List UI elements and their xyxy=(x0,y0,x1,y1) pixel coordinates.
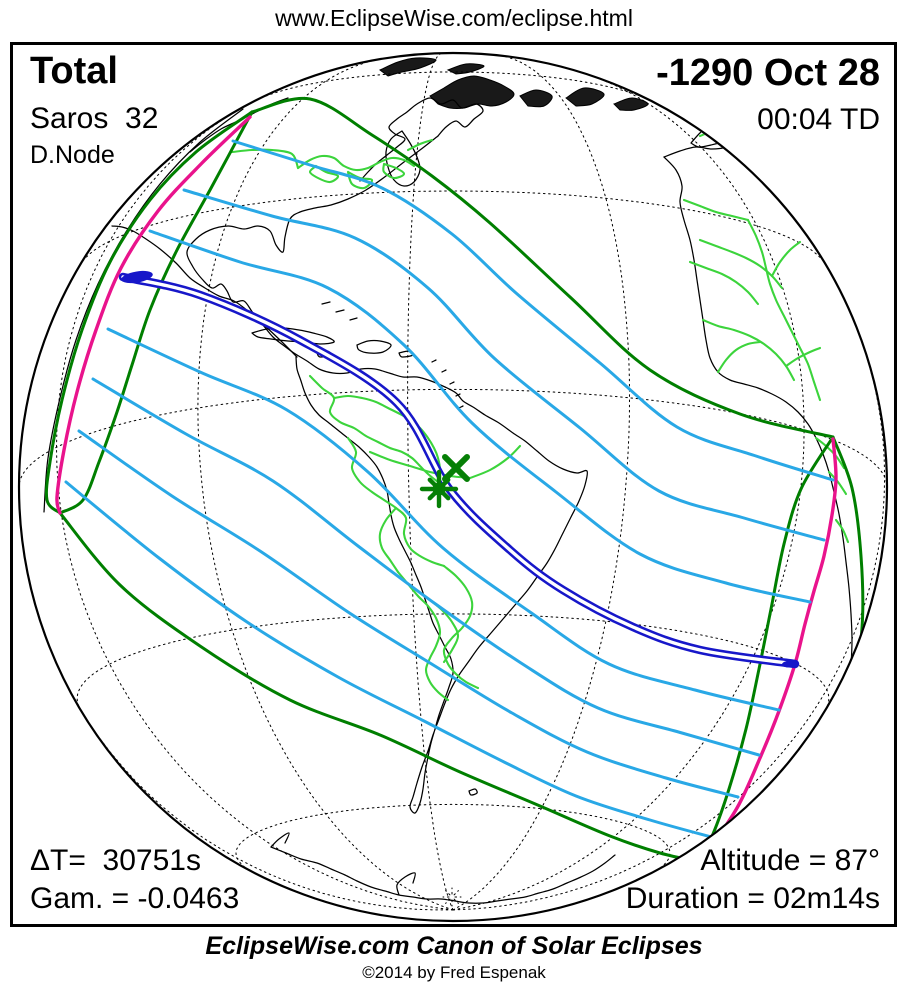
gamma-label: Gam. = -0.0463 xyxy=(30,882,240,915)
duration-label: Duration = 02m14s xyxy=(625,882,880,915)
eclipse-type-label: Total xyxy=(30,50,118,92)
canon-title: EclipseWise.com Canon of Solar Eclipses xyxy=(205,932,703,960)
eclipse-date-label: -1290 Oct 28 xyxy=(656,52,880,94)
delta-t-label: ΔT= 30751s xyxy=(30,844,201,877)
map-frame xyxy=(10,42,897,927)
saros-label: Saros 32 xyxy=(30,102,159,135)
page-url-text: www.EclipseWise.com/eclipse.html xyxy=(275,5,633,31)
altitude-label: Altitude = 87° xyxy=(700,844,880,877)
copyright-text: ©2014 by Fred Espenak xyxy=(362,963,546,982)
node-label: D.Node xyxy=(30,141,115,169)
eclipse-time-label: 00:04 TD xyxy=(757,103,880,136)
